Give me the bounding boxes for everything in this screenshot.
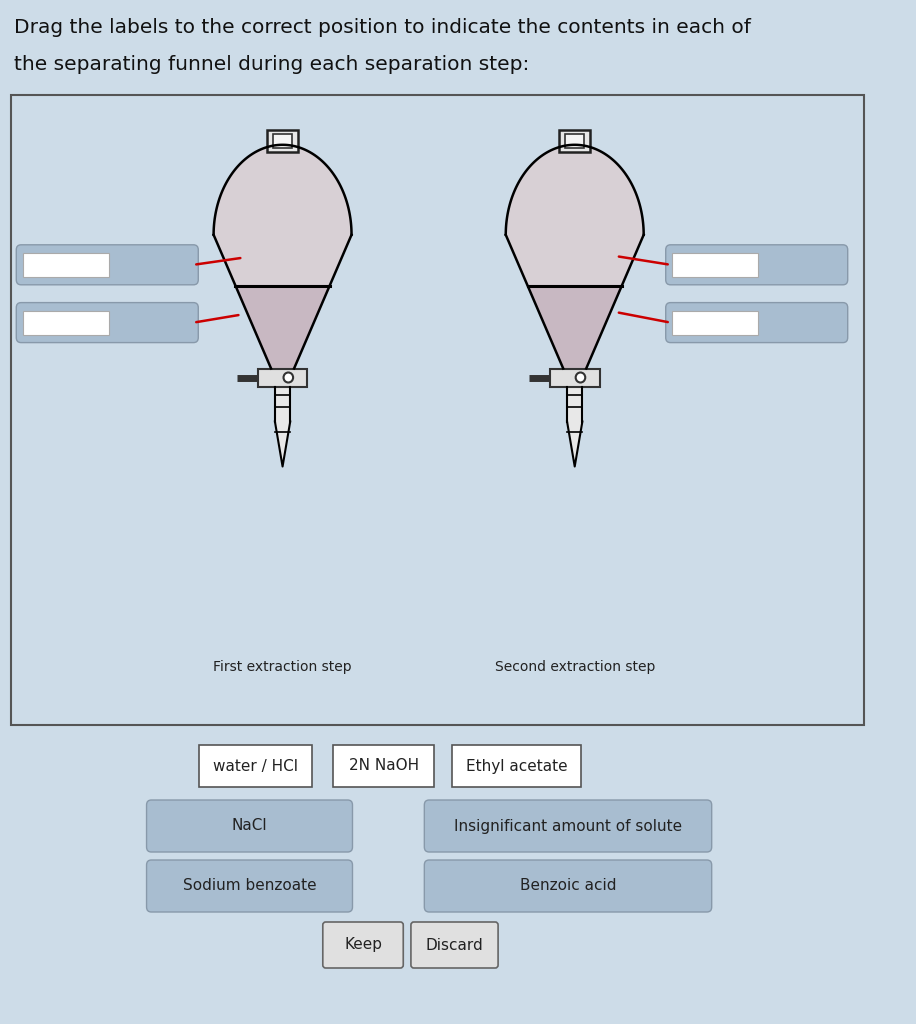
FancyBboxPatch shape <box>411 922 498 968</box>
FancyBboxPatch shape <box>550 369 600 386</box>
Polygon shape <box>275 422 290 467</box>
Text: Insignificant amount of solute: Insignificant amount of solute <box>454 818 682 834</box>
Text: water / HCl: water / HCl <box>213 759 299 773</box>
FancyBboxPatch shape <box>200 745 312 787</box>
Polygon shape <box>506 144 644 286</box>
FancyBboxPatch shape <box>23 253 109 276</box>
FancyBboxPatch shape <box>666 303 847 343</box>
FancyBboxPatch shape <box>147 800 353 852</box>
FancyBboxPatch shape <box>333 745 434 787</box>
Text: 2N NaOH: 2N NaOH <box>349 759 419 773</box>
FancyBboxPatch shape <box>12 95 864 725</box>
FancyBboxPatch shape <box>16 303 198 343</box>
Text: Drag the labels to the correct position to indicate the contents in each of: Drag the labels to the correct position … <box>15 18 751 37</box>
Polygon shape <box>567 386 583 422</box>
FancyBboxPatch shape <box>273 134 292 148</box>
Text: Discard: Discard <box>426 938 484 952</box>
Text: Ethyl acetate: Ethyl acetate <box>466 759 568 773</box>
Polygon shape <box>213 144 352 286</box>
FancyBboxPatch shape <box>666 245 847 285</box>
FancyBboxPatch shape <box>560 130 590 152</box>
FancyBboxPatch shape <box>257 369 308 386</box>
FancyBboxPatch shape <box>672 253 758 276</box>
Text: NaCl: NaCl <box>232 818 267 834</box>
Circle shape <box>575 373 585 383</box>
FancyBboxPatch shape <box>147 860 353 912</box>
FancyBboxPatch shape <box>267 130 298 152</box>
FancyBboxPatch shape <box>424 860 712 912</box>
Polygon shape <box>275 386 290 422</box>
Polygon shape <box>235 286 330 369</box>
Text: Second extraction step: Second extraction step <box>495 660 655 674</box>
Text: Sodium benzoate: Sodium benzoate <box>182 879 316 894</box>
FancyBboxPatch shape <box>565 134 584 148</box>
FancyBboxPatch shape <box>453 745 582 787</box>
Text: Benzoic acid: Benzoic acid <box>519 879 616 894</box>
FancyBboxPatch shape <box>672 310 758 335</box>
Polygon shape <box>567 422 583 467</box>
FancyBboxPatch shape <box>322 922 403 968</box>
Circle shape <box>284 373 293 383</box>
Text: the separating funnel during each separation step:: the separating funnel during each separa… <box>15 55 529 74</box>
Text: First extraction step: First extraction step <box>213 660 352 674</box>
Polygon shape <box>528 286 622 369</box>
FancyBboxPatch shape <box>16 245 198 285</box>
Text: Keep: Keep <box>344 938 382 952</box>
FancyBboxPatch shape <box>23 310 109 335</box>
FancyBboxPatch shape <box>424 800 712 852</box>
